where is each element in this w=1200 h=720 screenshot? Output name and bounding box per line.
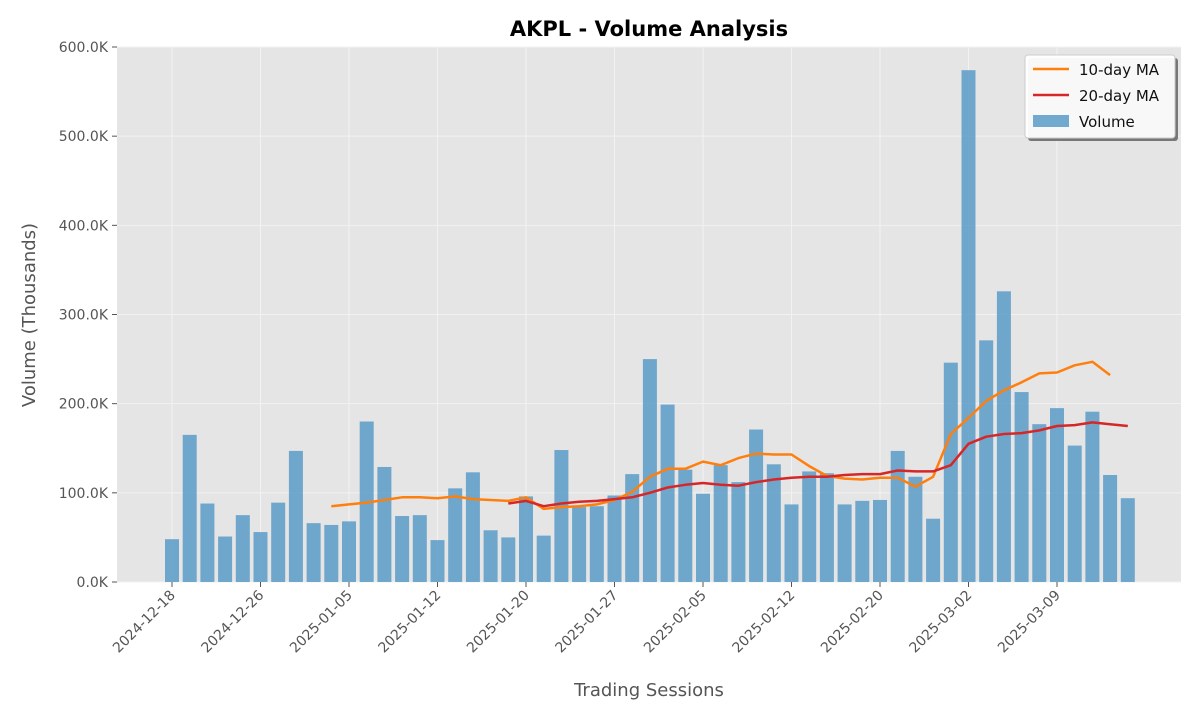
volume-bar — [696, 493, 710, 582]
volume-bar — [554, 450, 569, 582]
volume-bar — [1067, 445, 1082, 582]
volume-bar — [749, 429, 764, 582]
volume-bar — [908, 476, 923, 582]
ma20-line — [508, 421, 1128, 508]
volume-bar — [642, 359, 657, 582]
y-axis-title: Volume (Thousands) — [19, 223, 40, 407]
volume-bar — [731, 482, 746, 582]
volume-bar — [1032, 424, 1047, 582]
volume-bar — [855, 500, 870, 582]
volume-bar — [253, 532, 268, 582]
volume-bar — [873, 499, 887, 582]
volume-bar — [377, 466, 392, 582]
y-tick-label: 200.0K — [59, 397, 109, 413]
volume-bar — [448, 488, 463, 582]
volume-bar — [288, 450, 303, 582]
volume-bar — [926, 518, 941, 582]
volume-bar — [271, 502, 286, 582]
volume-bar — [625, 474, 640, 582]
volume-bars — [165, 70, 1135, 582]
volume-bar — [218, 536, 233, 582]
volume-bar — [165, 539, 179, 582]
volume-bar — [572, 507, 587, 582]
x-tick-label: 2025-02-05 — [641, 588, 710, 657]
volume-bar — [837, 504, 852, 582]
volume-bar — [235, 515, 250, 582]
legend-swatch-volume — [1033, 115, 1069, 127]
volume-bar — [819, 473, 834, 582]
x-tick-label: 2025-03-09 — [995, 588, 1064, 657]
volume-bar — [200, 503, 215, 582]
volume-bar — [1050, 408, 1064, 582]
volume-bar — [483, 530, 498, 582]
volume-bar — [943, 362, 958, 582]
volume-bar — [996, 291, 1011, 582]
x-tick-label: 2024-12-18 — [110, 588, 179, 657]
legend-label-ma20: 20-day MA — [1079, 87, 1160, 105]
volume-bar — [802, 471, 817, 582]
volume-bar — [412, 515, 427, 582]
x-tick-label: 2025-01-20 — [464, 588, 533, 657]
volume-bar — [766, 464, 781, 582]
volume-bar — [1120, 498, 1135, 582]
legend-label-ma10: 10-day MA — [1079, 61, 1160, 79]
legend-label-volume: Volume — [1079, 113, 1135, 131]
x-tick-label: 2024-12-26 — [198, 587, 267, 656]
volume-bar — [678, 469, 693, 582]
volume-bar — [501, 537, 516, 582]
volume-bar — [961, 70, 976, 582]
ma10-line — [331, 360, 1111, 511]
volume-bar — [306, 523, 321, 582]
x-tick-label: 2025-01-12 — [375, 588, 444, 657]
x-tick-label: 2025-01-05 — [287, 588, 356, 657]
x-tick-label: 2025-03-02 — [906, 588, 975, 657]
y-tick-label: 0.0K — [77, 575, 109, 591]
volume-bar — [342, 521, 356, 582]
volume-bar — [890, 450, 905, 582]
volume-bar — [182, 434, 197, 582]
moving-average-lines — [331, 360, 1128, 511]
y-tick-label: 300.0K — [59, 308, 109, 324]
x-tick-label: 2025-02-20 — [818, 588, 887, 657]
volume-bar — [607, 495, 622, 582]
legend: 10-day MA 20-day MA Volume — [1024, 54, 1178, 141]
y-tick-label: 600.0K — [59, 40, 109, 56]
volume-bar — [395, 516, 410, 582]
chart-title: AKPL - Volume Analysis — [510, 17, 788, 41]
y-tick-label: 500.0K — [59, 129, 109, 145]
volume-bar — [465, 472, 480, 582]
x-tick-label: 2025-01-27 — [552, 588, 621, 657]
volume-bar — [536, 535, 551, 582]
volume-bar — [1014, 392, 1029, 582]
volume-bar — [660, 404, 675, 582]
volume-bar — [713, 465, 728, 582]
x-tick-label: 2025-02-12 — [729, 588, 798, 657]
volume-bar — [430, 540, 445, 582]
volume-bar — [1103, 475, 1118, 582]
y-tick-label: 100.0K — [59, 486, 109, 502]
volume-bar — [979, 340, 994, 582]
volume-bar — [324, 524, 339, 582]
volume-bar — [784, 504, 799, 582]
volume-bar — [589, 506, 604, 582]
x-axis-title: Trading Sessions — [573, 680, 724, 701]
volume-bar — [519, 496, 533, 582]
volume-bar — [1085, 411, 1100, 582]
y-tick-label: 400.0K — [59, 218, 109, 234]
